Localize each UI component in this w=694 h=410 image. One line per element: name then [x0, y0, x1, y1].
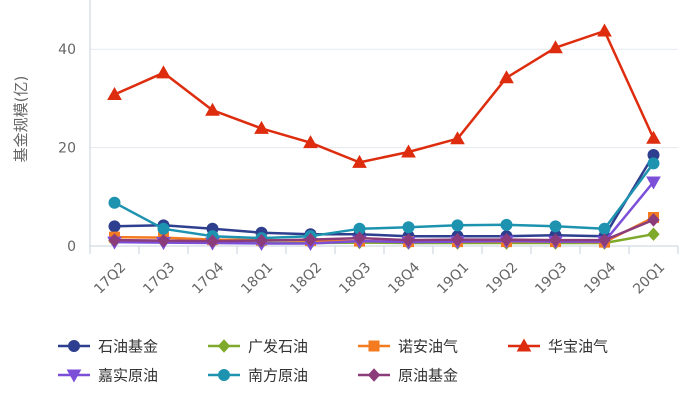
x-tick-label: 17Q3	[140, 259, 178, 297]
data-point	[597, 23, 612, 37]
data-point	[500, 218, 513, 231]
data-point	[108, 196, 121, 209]
data-point	[304, 232, 317, 247]
y-tick-label: 20	[58, 141, 76, 157]
data-point	[402, 221, 415, 234]
series-area	[107, 23, 661, 252]
legend-label: 广发石油	[248, 338, 308, 356]
data-point	[108, 233, 121, 247]
legend-swatch-marker	[368, 340, 380, 352]
x-tick-label: 19Q4	[581, 259, 619, 297]
series-line	[114, 154, 655, 238]
data-point	[647, 157, 660, 170]
legend-item[interactable]: 广发石油	[208, 338, 308, 356]
data-point	[401, 144, 416, 158]
series-line	[114, 181, 655, 245]
data-point	[303, 135, 318, 149]
series-line	[113, 162, 655, 240]
data-point	[108, 220, 121, 233]
data-point	[450, 131, 465, 145]
data-point	[598, 222, 611, 235]
x-tick-label: 18Q2	[287, 259, 325, 297]
x-tick-label: 19Q2	[483, 259, 521, 297]
legend-item[interactable]: 石油基金	[58, 338, 158, 356]
y-tick-label: 0	[67, 239, 76, 255]
data-point	[402, 233, 415, 247]
data-point	[205, 102, 220, 116]
data-point	[157, 233, 170, 248]
data-point	[549, 233, 562, 247]
data-point	[499, 70, 514, 84]
series-line	[113, 29, 655, 164]
legend-label: 原油基金	[398, 367, 458, 385]
x-tick-label: 18Q1	[238, 259, 276, 297]
data-point	[598, 233, 611, 247]
y-tick-label: 40	[58, 42, 76, 58]
x-tick-label: 19Q1	[434, 259, 472, 297]
data-point	[647, 213, 660, 227]
grid	[90, 48, 678, 149]
legend-item[interactable]: 原油基金	[358, 367, 458, 385]
y-axis-title: 基金规模(亿)	[12, 76, 30, 163]
data-point	[255, 233, 268, 248]
x-tick-label: 17Q2	[91, 259, 129, 297]
data-point	[206, 234, 219, 248]
axes: 0 20 40 17Q2 17Q3 17Q4 18Q1 18Q2 18Q3 18Q4 19Q1 19Q…	[12, 0, 679, 297]
legend-label: 石油基金	[98, 338, 158, 356]
x-tick-label: 20Q1	[630, 259, 668, 297]
x-tick-label: 18Q3	[336, 259, 374, 297]
legend-label: 嘉实原油	[98, 367, 158, 385]
legend-swatch-marker	[217, 339, 231, 353]
data-point	[352, 154, 367, 168]
data-point	[254, 120, 269, 134]
data-point	[647, 227, 660, 241]
series-3	[107, 23, 661, 168]
data-point	[156, 65, 171, 79]
data-point	[500, 232, 513, 247]
series-5	[108, 157, 660, 245]
x-tick-label: 19Q3	[532, 259, 570, 297]
data-point	[451, 219, 464, 232]
data-point	[353, 231, 366, 245]
data-point	[646, 130, 661, 144]
data-point	[646, 176, 661, 190]
legend-item[interactable]: 嘉实原油	[58, 367, 158, 385]
legend-label: 南方原油	[248, 367, 308, 385]
data-point	[107, 86, 122, 100]
legend-swatch-marker	[367, 368, 381, 382]
data-point	[157, 222, 170, 235]
legend-swatch-marker	[66, 369, 82, 383]
series-6	[108, 213, 660, 248]
legend-label: 诺安油气	[398, 338, 458, 356]
legend-swatch-marker	[516, 338, 532, 352]
legend-label: 华宝油气	[548, 338, 608, 356]
data-point	[548, 40, 563, 54]
series-line	[114, 218, 654, 243]
data-point	[451, 232, 464, 247]
legend-swatch-marker	[218, 369, 230, 381]
legend-item[interactable]: 南方原油	[208, 367, 308, 385]
x-tick-label: 17Q4	[189, 259, 227, 297]
legend-item[interactable]: 华宝油气	[508, 338, 608, 356]
data-point	[549, 220, 562, 233]
legend-item[interactable]: 诺安油气	[358, 338, 458, 356]
legend-swatch-marker	[68, 340, 80, 352]
x-tick-label: 18Q4	[385, 259, 423, 297]
